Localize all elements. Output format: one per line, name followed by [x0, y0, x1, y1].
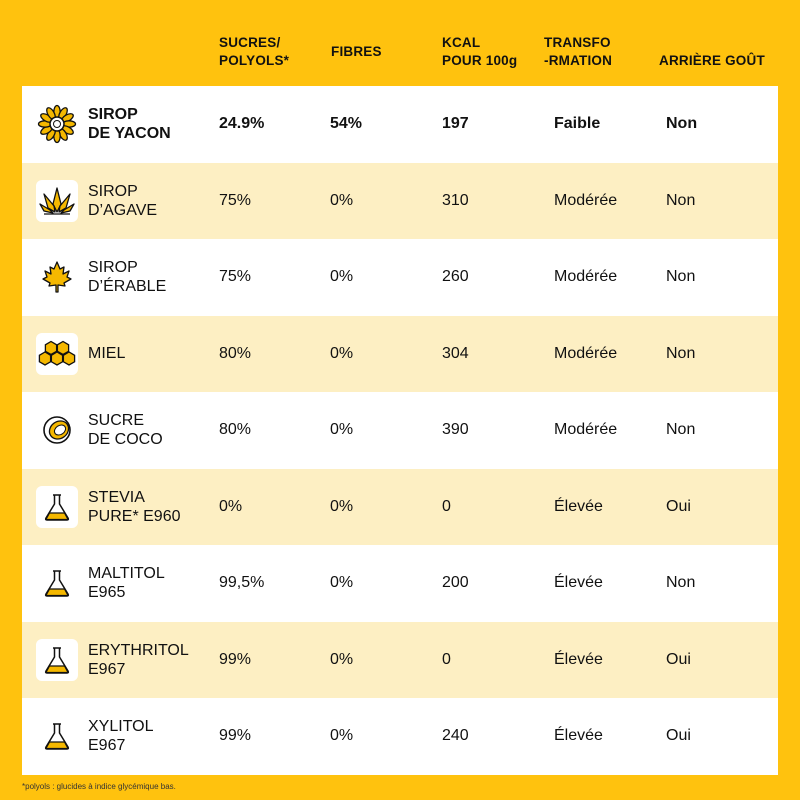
sunflower-icon: [36, 103, 78, 145]
flask-icon: [36, 562, 78, 604]
product-name: STEVIA PURE* E960: [88, 488, 181, 525]
cell-sugar: 75%: [219, 191, 252, 209]
cell-transformation: Élevée: [554, 727, 603, 745]
cell-fibers: 54%: [330, 115, 363, 133]
cell-sugar: 99,5%: [219, 574, 265, 592]
product-name: SIROP DE YACON: [88, 106, 171, 143]
product-name: ERYTHRITOL E967: [88, 641, 189, 678]
header-fibers: FIBRES: [331, 44, 382, 59]
cell-kcal: 200: [442, 574, 469, 592]
table-row: SIROP D’ÉRABLE 75% 0% 260 Modérée Non: [22, 239, 778, 316]
honeycomb-icon: [36, 332, 78, 375]
cell-transformation: Élevée: [554, 497, 603, 515]
table-header: SUCRES/POLYOLS* FIBRES KCAL POUR 100g TRA…: [0, 34, 800, 78]
cell-sugar: 75%: [219, 268, 252, 286]
cell-fibers: 0%: [330, 421, 354, 439]
table-row: ERYTHRITOL E967 99% 0% 0 Élevée Oui: [22, 621, 778, 698]
cell-kcal: 390: [442, 421, 469, 439]
cell-sugar: 80%: [219, 344, 252, 362]
maple-leaf-icon: [36, 256, 78, 298]
cell-kcal: 310: [442, 191, 469, 209]
cell-aftertaste: Non: [666, 574, 696, 592]
footnote: *polyols : glucides à indice glycémique …: [22, 782, 176, 791]
cell-transformation: Modérée: [554, 268, 618, 286]
table-row: XYLITOL E967 99% 0% 240 Élevée Oui: [22, 698, 778, 775]
coconut-icon: [36, 409, 78, 451]
header-transformation: TRANSFO -RMATION: [544, 35, 613, 68]
header-sugar: SUCRES/POLYOLS*: [219, 35, 290, 68]
cell-fibers: 0%: [330, 191, 354, 209]
table-row: MIEL 80% 0% 304 Modérée Non: [22, 315, 778, 392]
cell-kcal: 197: [442, 115, 469, 133]
cell-fibers: 0%: [330, 574, 354, 592]
cell-aftertaste: Non: [666, 344, 696, 362]
cell-kcal: 260: [442, 268, 469, 286]
comparison-table: SIROP DE YACON 24.9% 54% 197 Faible Non SIROP D’…: [22, 86, 778, 775]
cell-aftertaste: Non: [666, 191, 696, 209]
header-aftertaste: ARRIÈRE GOÛT: [659, 53, 765, 68]
table-row: MALTITOL E965 99,5% 0% 200 Élevée Non: [22, 545, 778, 622]
cell-kcal: 0: [442, 497, 451, 515]
flask-icon: [36, 715, 78, 757]
product-name: XYLITOL E967: [88, 718, 154, 755]
cell-transformation: Élevée: [554, 574, 603, 592]
table-row: SUCRE DE COCO 80% 0% 390 Modérée Non: [22, 392, 778, 469]
cell-aftertaste: Non: [666, 421, 696, 439]
product-name: SIROP D’AGAVE: [88, 182, 158, 219]
flask-icon: [36, 485, 78, 528]
cell-kcal: 0: [442, 650, 451, 668]
cell-fibers: 0%: [330, 650, 354, 668]
cell-aftertaste: Oui: [666, 497, 691, 515]
product-name: SUCRE DE COCO: [88, 412, 163, 449]
cell-fibers: 0%: [330, 268, 354, 286]
cell-fibers: 0%: [330, 344, 354, 362]
cell-transformation: Modérée: [554, 421, 618, 439]
cell-sugar: 99%: [219, 650, 252, 668]
table-row: SIROP DE YACON 24.9% 54% 197 Faible Non: [22, 86, 778, 163]
product-name: SIROP D’ÉRABLE: [88, 259, 167, 296]
cell-aftertaste: Oui: [666, 727, 691, 745]
cell-kcal: 240: [442, 727, 469, 745]
product-name: MALTITOL E965: [88, 565, 165, 602]
flask-icon: [36, 638, 78, 681]
cell-sugar: 80%: [219, 421, 252, 439]
product-name: MIEL: [88, 345, 126, 363]
agave-icon: [36, 179, 78, 222]
cell-sugar: 99%: [219, 727, 252, 745]
cell-aftertaste: Non: [666, 115, 698, 133]
header-kcal: KCAL POUR 100g: [442, 35, 518, 68]
cell-sugar: 24.9%: [219, 115, 265, 133]
cell-fibers: 0%: [330, 727, 354, 745]
cell-aftertaste: Non: [666, 268, 696, 286]
cell-transformation: Modérée: [554, 191, 618, 209]
cell-transformation: Élevée: [554, 650, 603, 668]
cell-transformation: Modérée: [554, 344, 618, 362]
cell-kcal: 304: [442, 344, 469, 362]
cell-fibers: 0%: [330, 497, 354, 515]
table-row: SIROP D’AGAVE 75% 0% 310 Modérée Non: [22, 162, 778, 239]
cell-transformation: Faible: [554, 115, 601, 133]
table-row: STEVIA PURE* E960 0% 0% 0 Élevée Oui: [22, 468, 778, 545]
cell-aftertaste: Oui: [666, 650, 691, 668]
cell-sugar: 0%: [219, 497, 243, 515]
